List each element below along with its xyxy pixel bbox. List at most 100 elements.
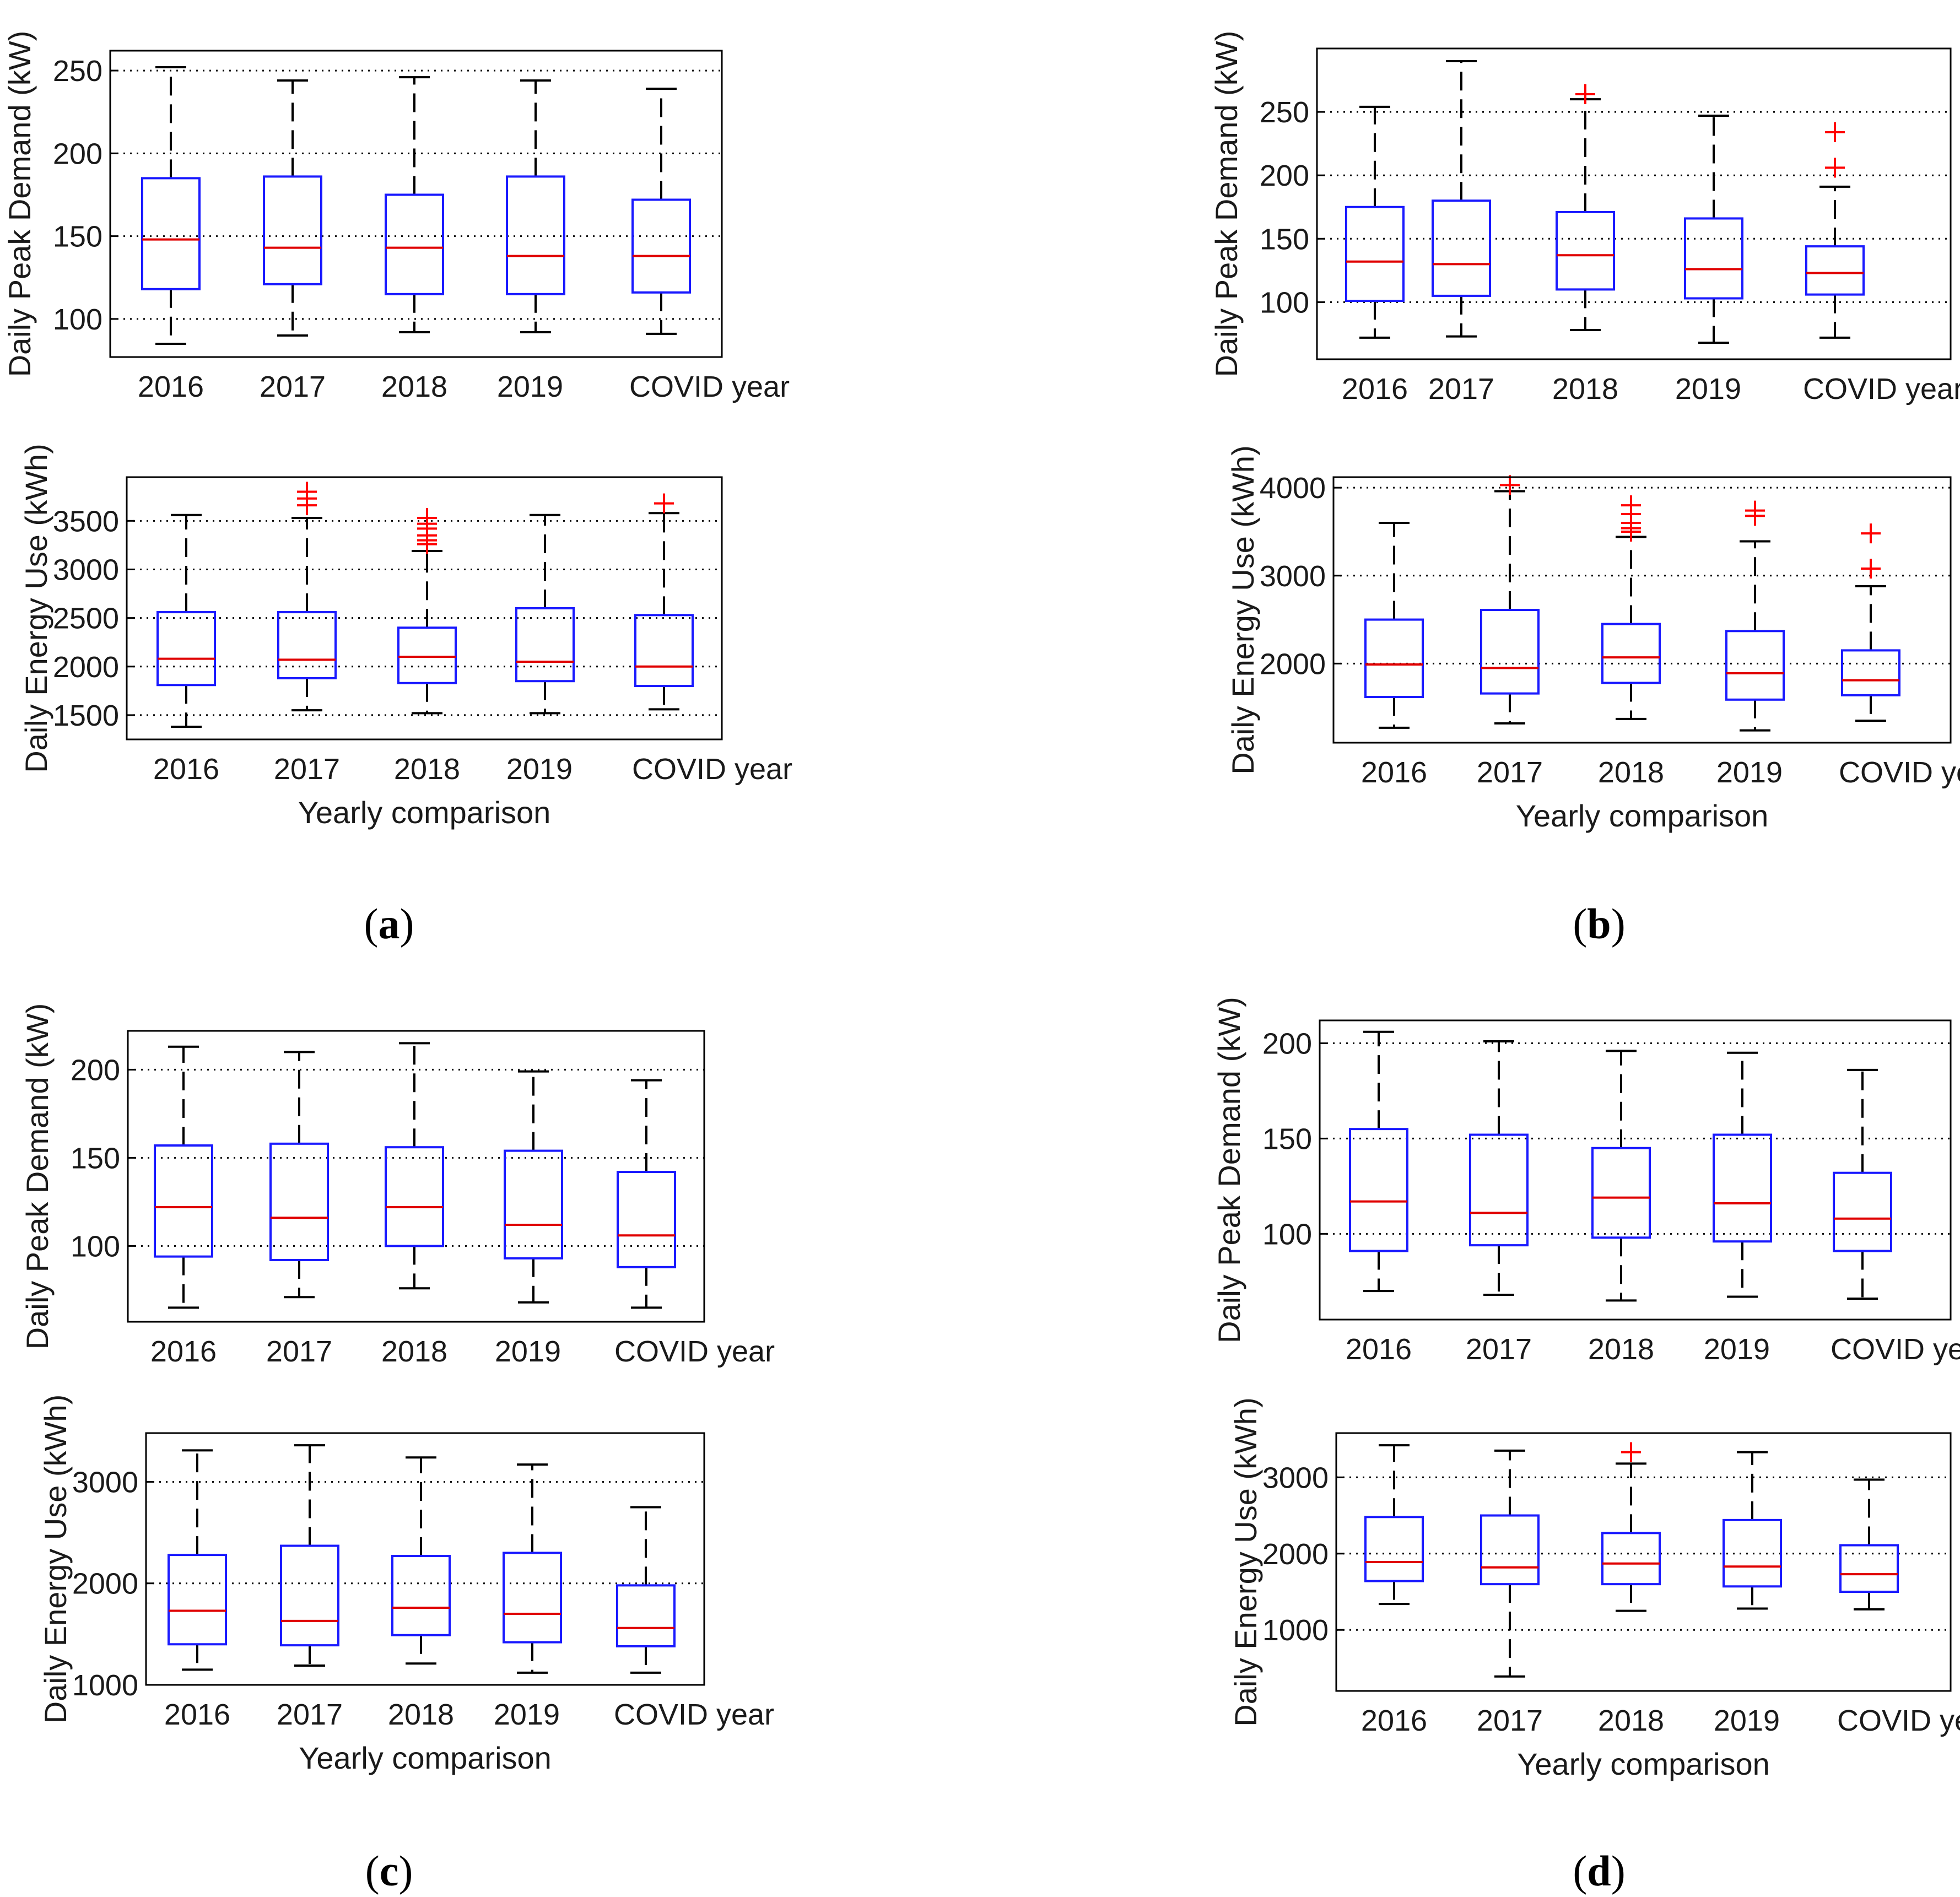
box-covid-year [1839,1478,1899,1610]
iqr-box [277,611,337,679]
y-tick-label: 100 [71,1230,120,1263]
box-2019 [1725,500,1785,732]
box-2017 [277,482,337,712]
box-2017 [1432,60,1491,338]
x-tick-label: COVID year [629,370,790,403]
x-tick-label: COVID year [1803,372,1960,406]
iqr-box [631,198,691,294]
iqr-box [280,1544,339,1647]
x-tick-label: 2017 [277,1698,343,1731]
x-tick-label: 2016 [1342,372,1408,406]
iqr-box [1723,1518,1782,1588]
chart-a-energy: 1500 2000 2500 3000 3500 2016 2017 2018 2019 COVI… [19,444,792,830]
x-tick-label: COVID year [614,1698,774,1731]
outlier-marker [1575,84,1595,104]
iqr-box [1833,1171,1892,1252]
y-tick-label: 2000 [53,651,119,684]
y-tick-label: 1000 [72,1669,138,1702]
x-tick-label: 2018 [381,370,447,403]
box-2018 [1556,84,1615,332]
chart-b-energy: 2000 3000 4000 2016 2017 2018 2019 COVID year Da… [1225,445,1960,833]
outlier-marker [1825,122,1845,142]
iqr-box [263,175,322,285]
iqr-box [1345,206,1405,302]
x-tick-label: 2019 [495,1335,561,1368]
x-tick-label: 2017 [274,753,340,786]
iqr-box [1805,245,1865,296]
iqr-box [1556,210,1615,291]
box-2016 [1345,105,1405,339]
box-2018 [391,1456,451,1665]
box-2016 [154,1045,213,1309]
box-covid-year [1841,523,1900,722]
box-2018 [1601,1442,1661,1612]
iqr-box [1432,199,1491,297]
box-2016 [156,514,216,728]
iqr-box [156,611,216,687]
x-tick-label: COVID year [632,753,792,786]
box-2017 [1480,1449,1540,1678]
x-tick-label: 2016 [138,370,204,403]
iqr-box [391,1554,451,1636]
iqr-box [1480,609,1540,695]
box-2019 [515,514,575,715]
box-2018 [1591,1050,1651,1302]
iqr-box [1364,618,1424,699]
chart-c-energy: 1000 2000 3000 2016 2017 2018 2019 COVID year Da… [38,1395,774,1775]
y-tick-label: 200 [1260,159,1309,192]
axes-frame [145,1432,705,1686]
panel-label-d: (d) [1573,1847,1625,1895]
x-tick-label: 2017 [1466,1333,1532,1366]
iqr-box [1841,649,1900,696]
x-tick-label: 2017 [1477,1704,1543,1737]
x-tick-label: 2019 [1675,372,1741,406]
iqr-box [515,607,575,683]
y-tick-label: 3000 [53,553,119,586]
y-tick-label: 4000 [1260,472,1326,505]
x-tick-label: 2018 [1588,1333,1654,1366]
iqr-box [385,1146,444,1247]
y-tick-label: 100 [1262,1218,1312,1251]
iqr-box [1364,1516,1424,1582]
iqr-box [506,175,565,295]
x-tick-label: 2018 [394,753,460,786]
outlier-marker [654,493,674,514]
box-2016 [1364,1444,1424,1606]
box-covid-year [631,88,691,335]
box-2017 [269,1051,329,1299]
y-tick-label: 250 [1260,96,1309,129]
x-tick-label: 2017 [1428,372,1494,406]
panel-label-a: (a) [364,900,414,948]
x-axis-label: Yearly comparison [299,1741,552,1775]
y-tick-label: 2000 [1262,1538,1329,1571]
iqr-box [1601,623,1661,684]
iqr-box [1480,1514,1540,1586]
y-tick-label: 150 [53,220,102,253]
y-tick-label: 200 [71,1053,120,1087]
box-2016 [1349,1030,1408,1293]
chart-b-peak: 100 150 200 250 2016 2017 2018 2019 COVID year Da… [1209,31,1960,406]
box-2017 [263,79,322,337]
y-tick-label: 200 [53,137,102,170]
outlier-marker [1621,495,1641,516]
x-tick-label: 2017 [1477,756,1543,789]
chart-c-peak: 100 150 200 2016 2017 2018 2019 COVID year Daily… [20,1003,775,1368]
y-tick-label: 3000 [72,1466,138,1499]
box-2018 [397,508,457,715]
box-2019 [1713,1051,1772,1298]
outlier-marker [417,508,437,528]
x-tick-label: 2018 [1598,1704,1664,1737]
box-2017 [1480,475,1540,725]
box-covid-year [1805,122,1865,339]
x-tick-label: 2016 [150,1335,217,1368]
axes-frame [1316,47,1952,360]
outlier-marker [1500,475,1520,495]
iqr-box [154,1144,213,1258]
chart-d-energy: 1000 2000 3000 2016 2017 2018 2019 COVID year Da… [1228,1397,1960,1781]
x-tick-label: 2016 [153,753,219,786]
x-axis-label: Yearly comparison [1517,1747,1770,1781]
y-tick-label: 150 [1260,223,1309,256]
x-axis-label: Yearly comparison [1516,798,1769,833]
